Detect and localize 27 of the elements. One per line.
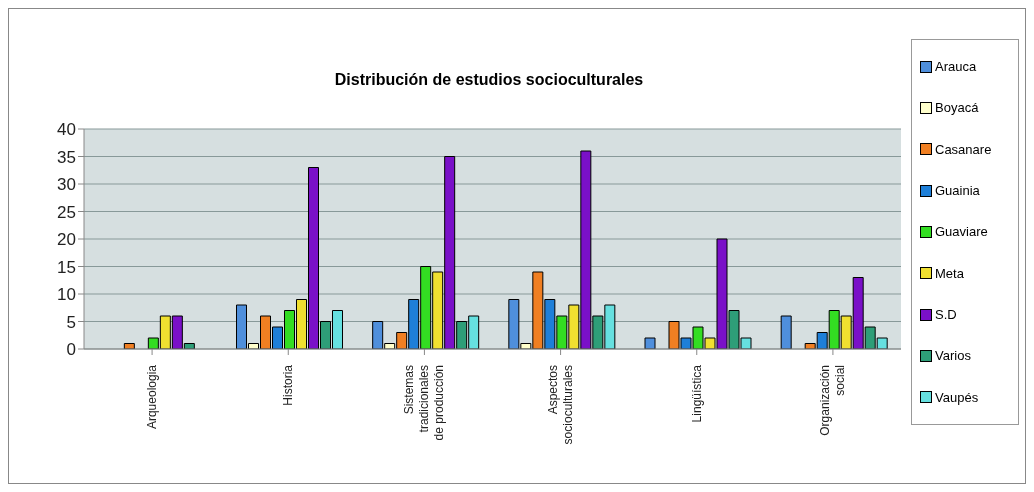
bar	[644, 337, 656, 349]
legend-label: Casanare	[935, 141, 992, 157]
legend-label: Arauca	[935, 59, 977, 75]
x-tick-label: Sistemas tradicionales de producción	[402, 365, 447, 441]
x-tick-label: Lingüística	[689, 364, 704, 423]
legend-label: Boyacá	[935, 100, 979, 116]
legend-label: Varios	[935, 348, 971, 364]
y-tick-label: 5	[66, 312, 76, 332]
y-tick-label: 30	[57, 175, 76, 195]
chart-title: Distribución de estudios socioculturales	[333, 71, 645, 89]
x-tick-label: Arqueologia	[145, 364, 160, 430]
x-tick-label: Historia	[281, 364, 296, 406]
x-tick-label: Organización social	[818, 365, 848, 436]
y-tick-label: 15	[57, 257, 76, 277]
x-tick-label: Aspectos socioculturales	[546, 365, 576, 445]
y-tick-label: 0	[66, 340, 76, 360]
y-tick-label: 35	[57, 147, 76, 167]
y-tick-label: 25	[57, 202, 76, 222]
legend-label: S.D	[935, 307, 957, 323]
legend-label: Meta	[935, 265, 964, 281]
y-tick-label: 10	[57, 285, 76, 305]
legend-label: Guaviare	[935, 224, 988, 240]
y-tick-label: 20	[57, 230, 76, 250]
legend-label: Vaupés	[935, 389, 979, 405]
legend-label: Guainia	[935, 183, 980, 199]
bar	[780, 315, 792, 349]
y-tick-label: 40	[57, 120, 76, 140]
